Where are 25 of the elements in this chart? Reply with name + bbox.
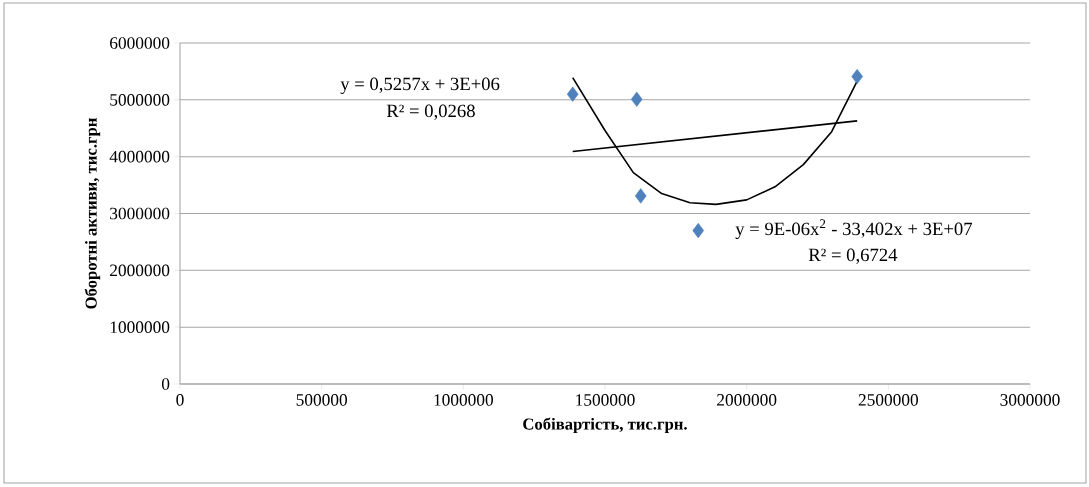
y-tick-label: 0 xyxy=(161,378,170,390)
point xyxy=(566,86,579,102)
x-tick-label: 1500000 xyxy=(576,394,635,406)
y-tick-label: 3000000 xyxy=(110,207,170,220)
x-tick-label: 0 xyxy=(176,394,184,406)
x-tick-label: 2500000 xyxy=(858,394,919,406)
point xyxy=(851,68,863,85)
x-tick-label: 3000000 xyxy=(1000,394,1060,406)
x-tick-label: 500000 xyxy=(296,394,348,406)
y-tick-label: 5000000 xyxy=(110,94,170,106)
annotation: R² = 0,6724 xyxy=(808,248,898,264)
annotation: y = 0,5257x + 3E+06 xyxy=(340,77,500,95)
x-tick-label: 1000000 xyxy=(434,394,494,406)
y-axis-title: Оборотні активи, тис.грн xyxy=(84,118,101,309)
x-axis-title: Собівартість, тис.грн. xyxy=(523,417,687,434)
point xyxy=(630,91,643,107)
point xyxy=(634,188,647,204)
y-tick-label: 6000000 xyxy=(110,37,170,49)
annotation: y = 9E-06x$^{2}$ - 33,402x + 3E+07 xyxy=(735,219,973,240)
annotation: R² = 0,0268 xyxy=(386,104,475,120)
y-tick-label: 1000000 xyxy=(110,321,170,334)
x-tick-label: 2000000 xyxy=(717,394,777,406)
y-tick-label: 4000000 xyxy=(109,150,170,163)
point xyxy=(692,222,704,239)
y-tick-label: 2000000 xyxy=(110,264,170,277)
